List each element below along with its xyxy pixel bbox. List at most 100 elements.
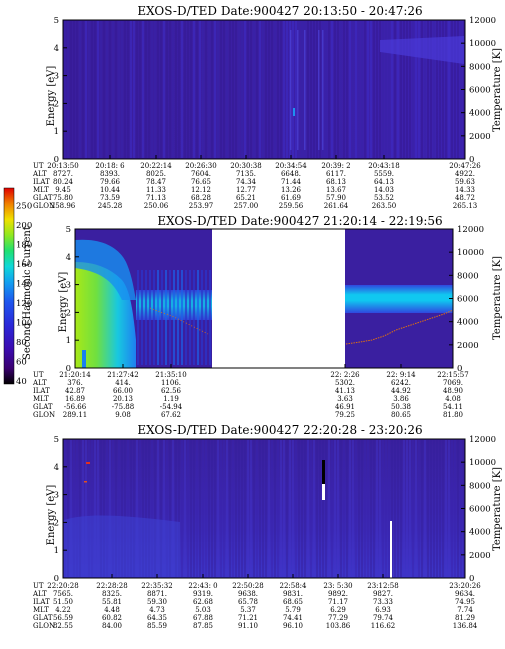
panel-1-texture-stripe [436,21,438,158]
panel-1-eph-alt-value: 6648. [281,170,301,178]
panel-1-texture-stripe [94,21,96,158]
panel-3-texture-stripe [247,440,249,577]
panel-1-ytick-label: 0 [54,155,59,165]
panel-1-texture-stripe [91,21,93,158]
panel-1-texture-stripe [142,21,144,158]
colorbar-label: Second Harmonic Current [22,226,33,360]
panel-1-texture-stripe [262,21,264,158]
panel-1-eph-glat-value: 65.21 [236,194,256,202]
panel-3-texture-stripe [127,440,129,577]
panel-3-texture-stripe [181,440,183,577]
panel-3-texture-stripe [352,440,354,577]
panel-1-texture-stripe [145,21,147,158]
panel-1-bright-streak [297,30,299,150]
panel-3-texture-stripe [289,440,291,577]
panel-1-texture-stripe [157,21,159,158]
panel-3-eph-alt-value: 8325. [102,590,122,598]
panel-3-eph-ilat-value: 62.68 [193,598,213,606]
panel-1-texture-stripe [148,21,150,158]
panel-1-ytick-label: 1 [54,127,59,137]
panel-1-texture-stripe [139,21,141,158]
panel-3-texture-stripe [151,440,153,577]
panel-3-ytick-label: 0 [54,574,59,584]
panel-1-texture-stripe [109,21,111,158]
panel-2-eph-glon-value: 80.65 [391,411,411,419]
panel-1-eph-glat-value: 53.52 [374,194,394,202]
panel-1-texture-stripe [133,21,135,158]
panel-3-texture-stripe [79,440,81,577]
panel-1: EXOS-D/TED Date:900427 20:13:50 - 20:47:… [32,4,503,210]
panel-2-ylabel: Energy [eV] [58,272,69,333]
panel-1-texture-stripe [106,21,108,158]
panel-3-texture-stripe [451,440,453,577]
panel-1-y2tick-label: 6000 [469,86,491,96]
panel-3-texture-stripe [256,440,258,577]
panel-2-eph-mlt-value: 16.89 [65,395,85,403]
panel-2-stripe [169,270,171,365]
panel-2-eph-alt-value: 376. [67,379,83,387]
panel-2-stripe [177,270,179,365]
panel-1-texture-stripe [97,21,99,158]
panel-2-eph-mlt-value: 3.63 [337,395,353,403]
panel-1-texture-stripe [64,21,66,158]
panel-3-texture-stripe [166,440,168,577]
panel-1-texture-stripe [100,21,102,158]
panel-2-yticks: 0 1 2 3 4 5 [66,225,454,374]
panel-3-eph-ut-value: 22:20:28 [47,582,78,590]
panel-3-eph-ut-value: 23:20:26 [449,582,481,590]
panel-3-texture-stripe [382,440,384,577]
panel-3-eph-alt-value: 7565. [53,590,73,598]
panel-3-texture-stripe [337,440,339,577]
panel-3-texture-stripe [397,440,399,577]
panel-2-stripe [173,270,175,365]
panel-3-texture-stripe [172,440,174,577]
panel-3-red-dot-2 [84,481,87,483]
row-label-alt: ALT [32,170,47,178]
panel-1-texture-stripe [379,21,381,158]
panel-1-texture-stripe [340,21,342,158]
panel-1-texture-stripe [394,21,396,158]
colorbar-ticks: 40 60 80 100 120 140 160 180 200 250 [16,202,32,388]
row-label-ut: UT [33,371,44,379]
panel-1-texture-stripe [121,21,123,158]
panel-2-y2tick-label: 6000 [457,295,479,305]
panel-1-texture-stripe [337,21,339,158]
panel-3-eph-alt-value: 9831. [283,590,303,598]
panel-1-eph-ut-value: 20:26:30 [185,162,216,170]
panel-3-texture-stripe [220,440,222,577]
panel-3-texture-stripe [70,440,72,577]
panel-2-eph-ut-value: 22:15:57 [437,371,468,379]
panel-1-texture-stripe [313,21,315,158]
panel-1-texture-stripe [346,21,348,158]
panel-3-texture-stripe [442,440,444,577]
panel-1-yticks: 0 1 2 3 4 5 [54,16,466,165]
panel-1-y2tick-label: 8000 [469,62,491,72]
panel-1-eph-ut-value: 20:43:18 [368,162,399,170]
panel-1-eph-ilat-value: 64.13 [374,178,394,186]
panel-1-eph-alt-value: 8025. [146,170,166,178]
panel-2-y2tick-label: 8000 [457,271,479,281]
panel-2-y2tick-label: 0 [457,364,462,374]
panel-1-texture-stripe [286,21,288,158]
panel-3-eph-mlt-value: 6.93 [375,606,391,614]
panel-1-texture-stripe [85,21,87,158]
panel-3-eph-mlt-value: 5.79 [285,606,301,614]
panel-3-texture-stripe [322,440,324,577]
panel-1-texture-stripe [226,21,228,158]
panel-3-texture-stripe [130,440,132,577]
row-label-glat: GLAT [33,403,53,411]
panel-1-texture-stripe [385,21,387,158]
panel-3-texture-stripe [370,440,372,577]
panel-2-ytick-label: 0 [66,364,71,374]
panel-1-eph-mlt-value: 10.44 [100,186,121,194]
panel-2-eph-alt-value: 7069. [443,379,463,387]
panel-3-eph-ut-value: 22:50:28 [232,582,263,590]
panel-1-texture-stripe [403,21,405,158]
panel-1-texture-stripe [301,21,303,158]
panel-2-stripe [189,270,191,365]
panel-3-texture-stripe [427,440,429,577]
panel-1-eph-ut-value: 20:30:38 [230,162,261,170]
panel-2-y2ticks: 0 2000 4000 6000 8000 10000 12000 [449,225,484,374]
panel-1-texture-stripe [295,21,297,158]
panel-1-texture-stripe [208,21,210,158]
